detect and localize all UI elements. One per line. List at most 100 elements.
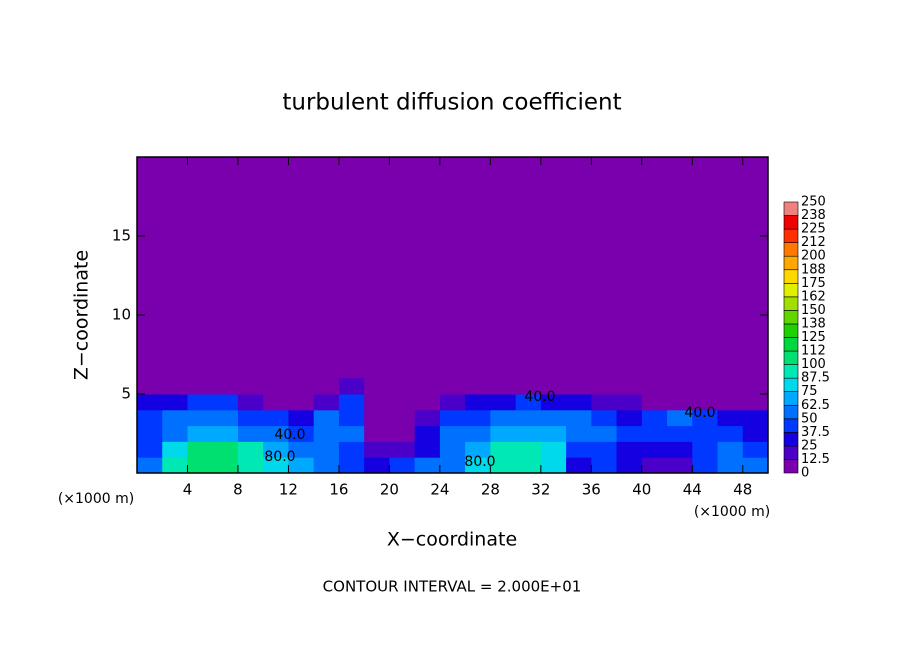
field-cell <box>717 441 744 458</box>
field-cell <box>616 394 643 411</box>
x-tick-label: 48 <box>733 481 752 499</box>
field-cell <box>616 409 643 427</box>
field-cell <box>237 441 264 458</box>
field-cell <box>742 394 769 411</box>
field-cell <box>717 394 744 411</box>
field-cell <box>137 409 163 427</box>
field-cell <box>490 425 517 442</box>
colorbar-label: 62.5 <box>801 398 830 413</box>
y-tick-label: 10 <box>112 306 131 324</box>
field-cell <box>212 441 239 458</box>
field-cell <box>667 457 693 474</box>
field-cell <box>313 409 340 427</box>
colorbar-swatch <box>783 296 799 311</box>
field-cell <box>389 378 416 395</box>
field-cell <box>591 409 618 427</box>
colorbar-swatch <box>783 201 799 216</box>
field-cell <box>162 394 188 411</box>
field-cell <box>414 457 441 474</box>
field-cell <box>137 457 163 474</box>
colorbar-swatch <box>783 215 799 230</box>
field-cell <box>742 425 769 442</box>
contour-label: 80.0 <box>264 449 295 465</box>
field-cell <box>389 457 416 474</box>
field-cell <box>540 378 567 395</box>
field-cell <box>591 378 618 395</box>
field-cell <box>364 378 390 395</box>
footer: CONTOUR INTERVAL = 2.000E+01 <box>323 578 582 596</box>
field-cell <box>137 394 163 411</box>
field-cell <box>616 457 643 474</box>
field-cell <box>540 394 567 411</box>
field-cell <box>641 457 668 474</box>
field-cell <box>490 441 517 458</box>
field-cell <box>540 441 567 458</box>
x-tick-label: 8 <box>233 481 243 499</box>
field-cell <box>465 457 491 474</box>
colorbar-swatch <box>783 323 799 338</box>
x-tick-label: 12 <box>279 481 298 499</box>
colorbar-label: 37.5 <box>801 425 830 440</box>
field-cell <box>237 394 264 411</box>
field-cell <box>364 409 390 427</box>
contour-label: 40.0 <box>274 427 305 443</box>
colorbar-swatch <box>783 228 799 243</box>
field-cell <box>667 425 693 442</box>
field-cell <box>616 378 643 395</box>
field-cell <box>742 457 769 474</box>
field-cell <box>313 394 340 411</box>
y-unit: (×1000 m) <box>58 491 134 507</box>
field-cell <box>162 378 188 395</box>
colorbar-swatch <box>783 282 799 298</box>
field-cell <box>540 425 567 442</box>
x-tick-label: 4 <box>183 481 193 499</box>
field-cell <box>414 441 441 458</box>
colorbar-swatch <box>783 269 799 284</box>
colorbar-swatch <box>783 255 799 271</box>
field-cell <box>187 441 214 458</box>
field-cell <box>212 409 239 427</box>
colorbar-swatch <box>783 404 799 420</box>
field-cell <box>313 425 340 442</box>
field-cell <box>162 457 188 474</box>
field-cell <box>439 409 466 427</box>
field-cell <box>389 425 416 442</box>
field-cell <box>717 378 744 395</box>
field-cell <box>263 425 289 442</box>
x-tick-label: 20 <box>380 481 399 499</box>
field-cell <box>364 425 390 442</box>
field-cell <box>667 378 693 395</box>
field-cell <box>439 457 466 474</box>
colorbar-label: 200 <box>801 249 826 264</box>
field-cell <box>162 441 188 458</box>
colorbar-swatch <box>783 391 799 406</box>
field-cell <box>692 457 719 474</box>
field-cell <box>465 394 491 411</box>
field-cell <box>313 457 340 474</box>
field-cell <box>439 441 466 458</box>
field-cell <box>187 394 214 411</box>
field-cell <box>641 425 668 442</box>
field-cell <box>641 441 668 458</box>
field-cell <box>465 378 491 395</box>
field-cell <box>667 441 693 458</box>
colorbar-label: 225 <box>801 222 826 237</box>
field-cell <box>591 394 618 411</box>
field-cell <box>616 425 643 442</box>
colorbar-label: 162 <box>801 289 826 304</box>
field-cell <box>566 409 592 427</box>
field-cell <box>566 378 592 395</box>
field-cell <box>187 409 214 427</box>
colorbar-label: 50 <box>801 411 818 426</box>
field-cell <box>515 457 542 474</box>
field-cell <box>137 441 163 458</box>
y-axis-label: Z−coordinate <box>71 250 93 380</box>
field-cell <box>288 378 315 395</box>
field-cell <box>465 409 491 427</box>
field-cell <box>566 425 592 442</box>
field-cell <box>540 409 567 427</box>
colorbar-label: 212 <box>801 235 826 250</box>
field-cell <box>641 394 668 411</box>
field-cell <box>515 409 542 427</box>
